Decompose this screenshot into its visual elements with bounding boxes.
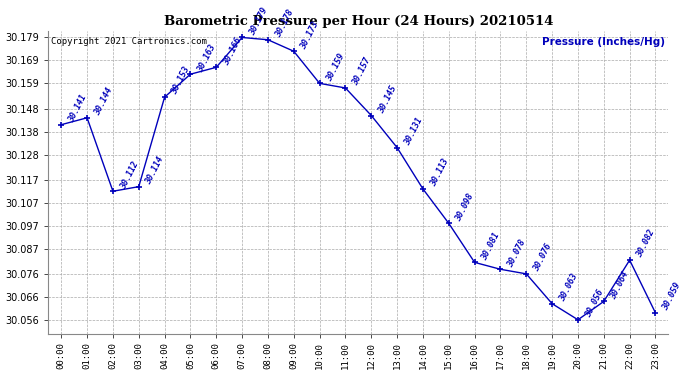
Text: Pressure (Inches/Hg): Pressure (Inches/Hg): [542, 37, 665, 46]
Text: 30.063: 30.063: [558, 272, 580, 303]
Text: 30.082: 30.082: [635, 228, 657, 260]
Text: 30.141: 30.141: [67, 93, 88, 124]
Text: 30.078: 30.078: [506, 238, 528, 268]
Text: 30.076: 30.076: [532, 242, 553, 273]
Text: 30.131: 30.131: [403, 116, 424, 147]
Text: 30.179: 30.179: [248, 6, 269, 37]
Text: 30.145: 30.145: [377, 84, 398, 115]
Text: 30.178: 30.178: [273, 8, 295, 39]
Text: 30.157: 30.157: [351, 56, 373, 87]
Title: Barometric Pressure per Hour (24 Hours) 20210514: Barometric Pressure per Hour (24 Hours) …: [164, 15, 553, 28]
Text: 30.113: 30.113: [428, 158, 450, 188]
Text: 30.056: 30.056: [584, 288, 605, 319]
Text: 30.114: 30.114: [144, 155, 166, 186]
Text: 30.144: 30.144: [92, 86, 115, 117]
Text: 30.081: 30.081: [480, 231, 502, 262]
Text: 30.153: 30.153: [170, 66, 192, 96]
Text: 30.173: 30.173: [299, 20, 321, 51]
Text: 30.059: 30.059: [661, 281, 682, 312]
Text: Copyright 2021 Cartronics.com: Copyright 2021 Cartronics.com: [52, 37, 207, 46]
Text: 30.112: 30.112: [119, 160, 140, 190]
Text: 30.166: 30.166: [221, 36, 244, 66]
Text: 30.098: 30.098: [454, 192, 476, 223]
Text: 30.159: 30.159: [325, 52, 347, 82]
Text: 30.064: 30.064: [609, 270, 631, 301]
Text: 30.163: 30.163: [196, 43, 217, 74]
